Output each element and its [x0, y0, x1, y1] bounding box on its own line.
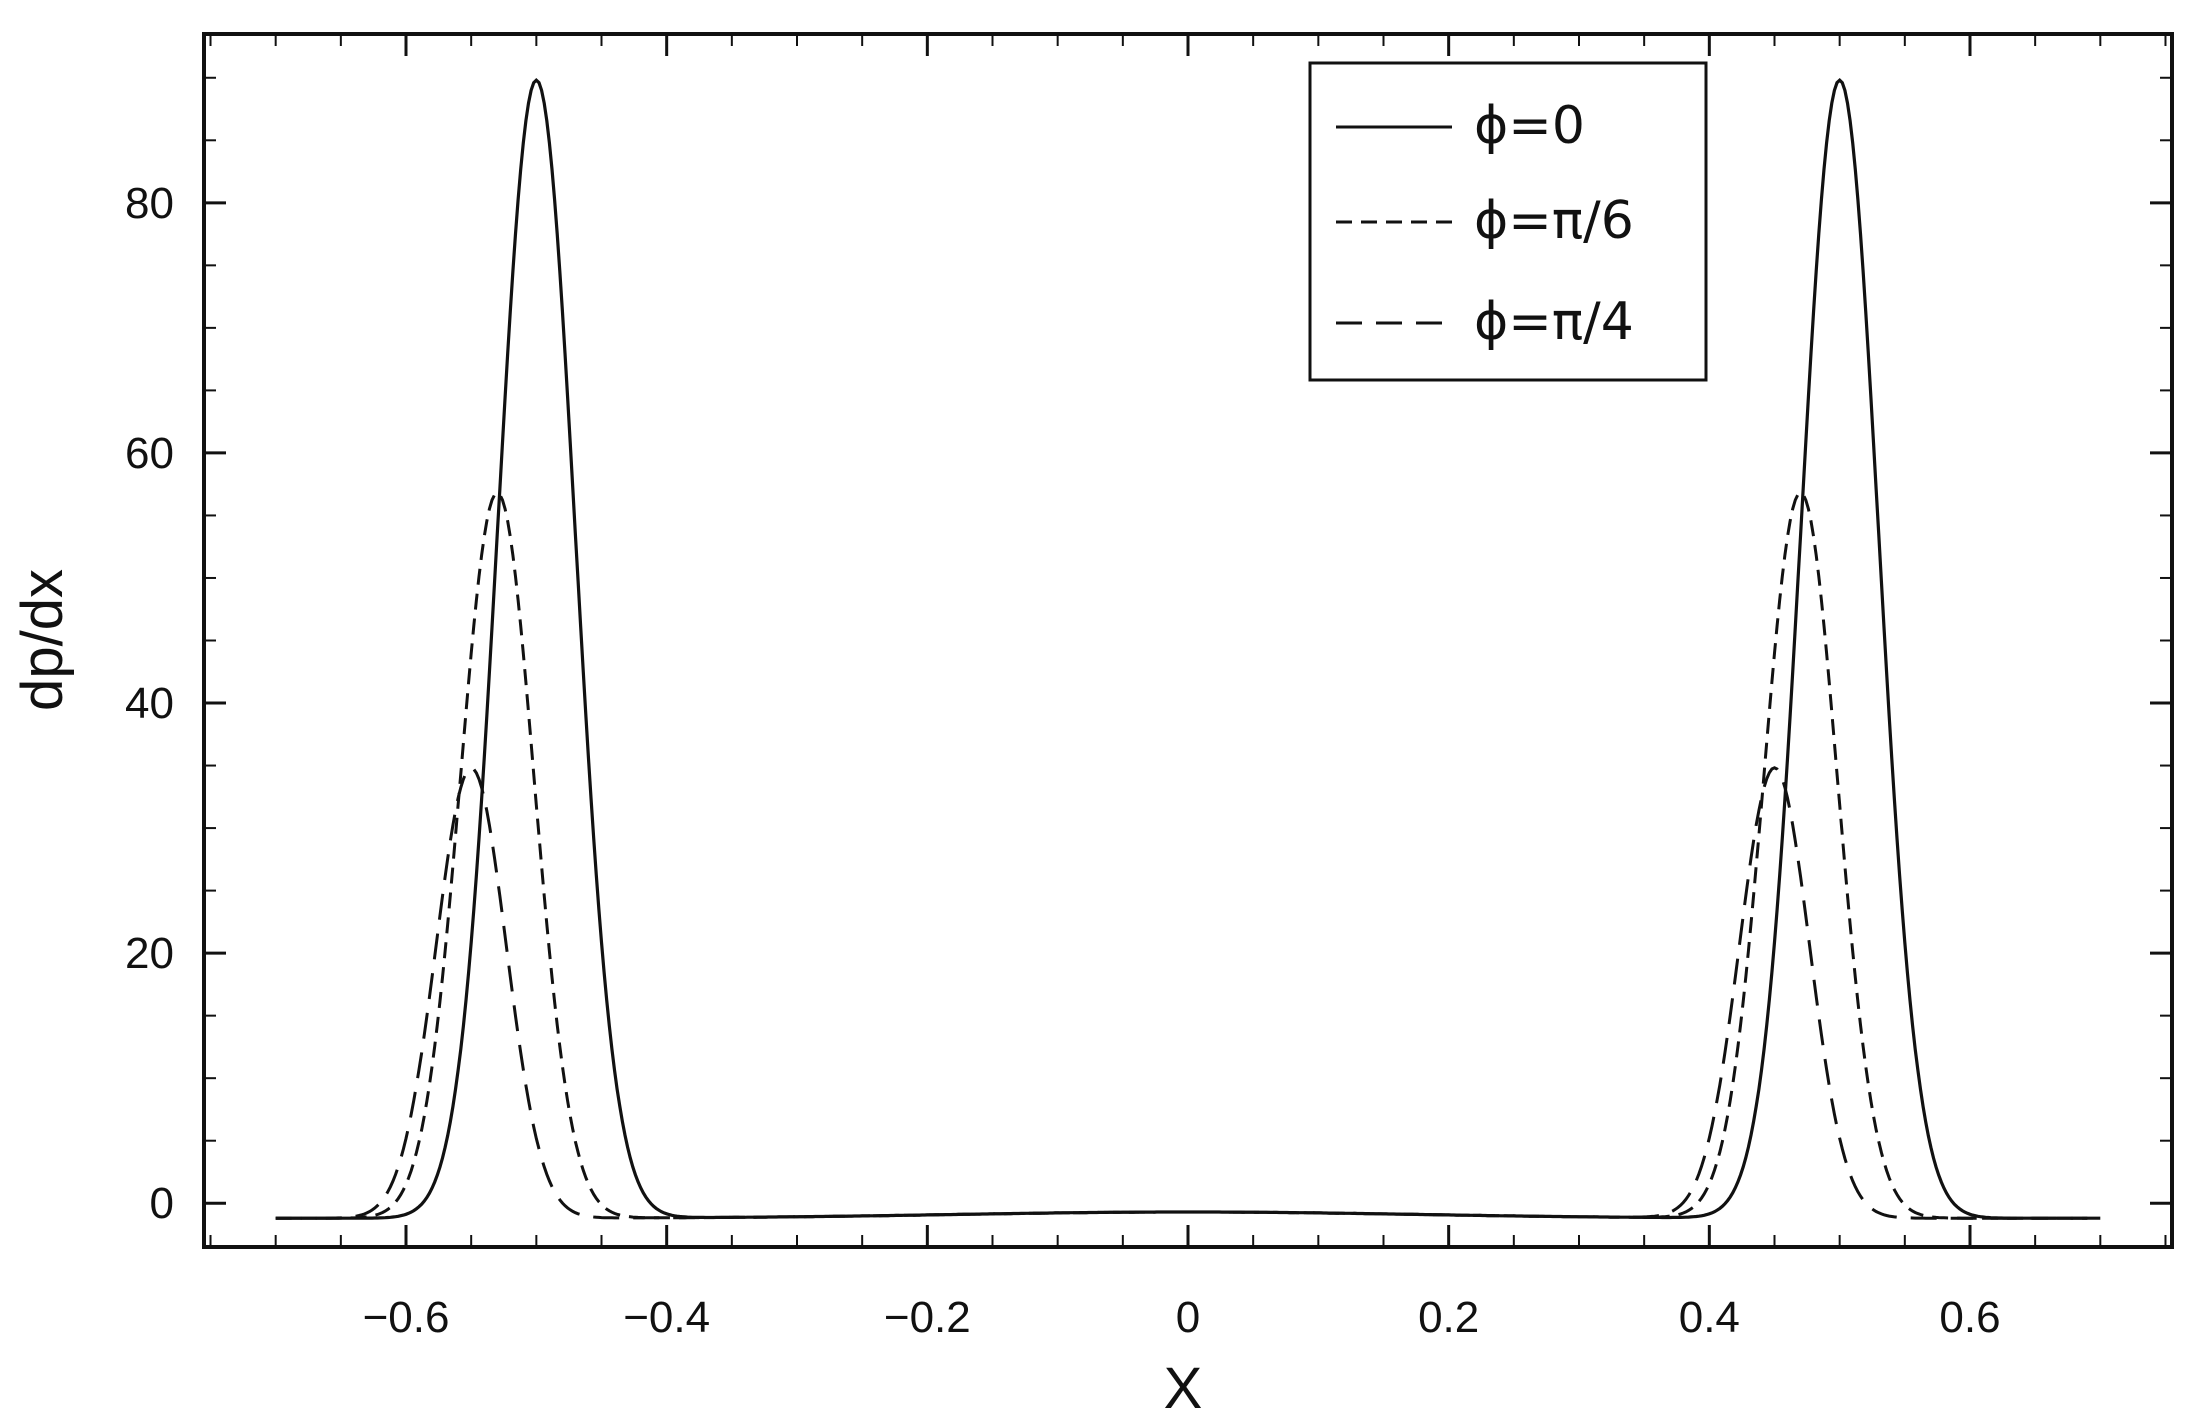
y-tick-label: 20: [125, 929, 174, 978]
y-tick-label: 0: [150, 1179, 174, 1228]
legend: ϕ=0 ϕ=π/6 ϕ=π/4: [1308, 61, 1708, 382]
y-tick-label: 60: [125, 429, 174, 478]
x-axis-label: X: [1164, 1356, 1203, 1421]
x-axis-ticks: −0.6 −0.4 −0.2 0 0.2 0.4 0.6: [209, 34, 2167, 1342]
y-tick-label: 40: [125, 679, 174, 728]
y-axis-label: dp/dx: [10, 569, 75, 711]
x-tick-label: 0: [1176, 1293, 1200, 1342]
x-tick-label: −0.4: [623, 1293, 710, 1342]
series-line-2: [275, 766, 2088, 1220]
x-tick-label: 0.4: [1679, 1293, 1740, 1342]
y-tick-label: 80: [125, 179, 174, 228]
x-tick-label: 0.6: [1939, 1293, 2000, 1342]
series-layer: [275, 78, 2101, 1220]
x-tick-label: −0.6: [363, 1293, 450, 1342]
plot-frame: [202, 32, 2174, 1249]
legend-box: [1308, 61, 1708, 382]
y-axis-ticks: 0 20 40 60 80: [125, 76, 2172, 1228]
series-line-1: [275, 490, 2088, 1220]
x-tick-label: −0.2: [884, 1293, 971, 1342]
legend-label-phi-pi-6: ϕ=π/6: [1474, 191, 1634, 251]
x-tick-label: 0.2: [1418, 1293, 1479, 1342]
legend-label-phi-pi-4: ϕ=π/4: [1474, 292, 1634, 352]
legend-label-phi-0: ϕ=0: [1474, 96, 1585, 156]
